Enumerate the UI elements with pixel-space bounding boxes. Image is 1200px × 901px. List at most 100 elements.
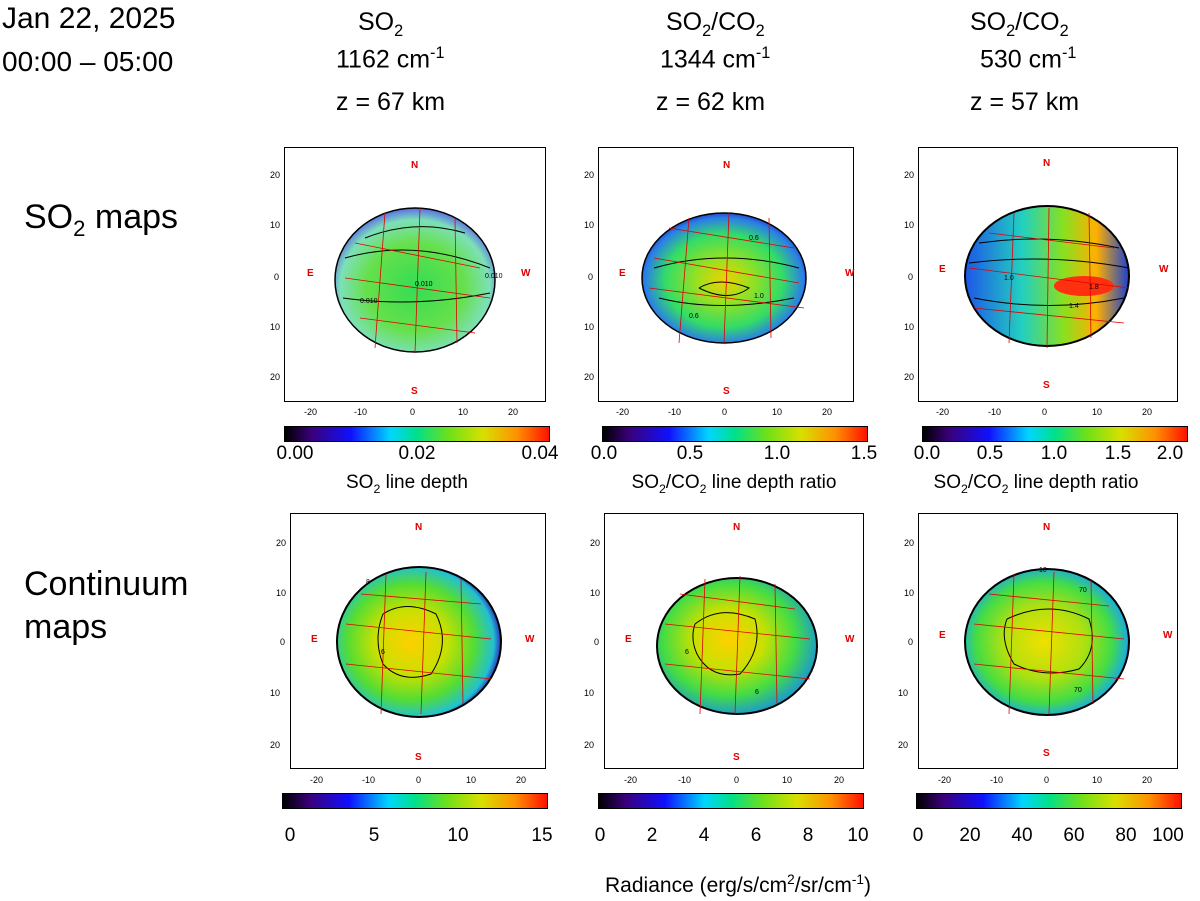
- y-tick: 20: [270, 740, 281, 750]
- x-tick: 10: [1092, 407, 1103, 417]
- x-tick: 0: [722, 407, 728, 417]
- colorbar-tick: 1.0: [763, 443, 791, 464]
- y-tick: 20: [276, 538, 287, 548]
- contour-label: 1.4: [1069, 303, 1079, 310]
- time-range-label: 00:00 – 05:00: [2, 46, 174, 77]
- x-tick: 0: [416, 775, 422, 785]
- contour-label: 0.010: [415, 281, 433, 288]
- colorbar-tick: 0.02: [398, 443, 436, 464]
- colorbar-tick: 100: [1152, 825, 1184, 846]
- y-tick: 20: [584, 372, 595, 382]
- colorbar-tick: 0.0: [590, 443, 618, 464]
- colorbar-tick: 0.5: [676, 443, 704, 464]
- y-tick: 20: [904, 538, 915, 548]
- y-tick: 0: [908, 272, 914, 282]
- contour-label: 10: [1039, 567, 1047, 574]
- y-tick: 20: [904, 170, 915, 180]
- so2-map-panel-1: 0.010 0.010 0.010 N S E W: [284, 147, 546, 402]
- so2-colorbar-1: [284, 426, 550, 442]
- continuum-colorbar-2: [598, 793, 864, 809]
- x-tick: 20: [822, 407, 833, 417]
- column-3-species: SO2/CO2: [970, 8, 1069, 40]
- y-tick: 20: [590, 538, 601, 548]
- x-tick: -10: [988, 407, 1002, 417]
- so2-map-panel-3: 1.0 1.8 1.4 N S E W: [918, 147, 1178, 402]
- x-tick: -20: [938, 775, 952, 785]
- continuum-map-2-plot: 6 6: [656, 575, 818, 715]
- continuum-map-panel-3: 10 70 70 N S E W: [918, 513, 1178, 769]
- y-tick: 0: [908, 637, 914, 647]
- y-tick: 10: [904, 220, 915, 230]
- compass-west: W: [521, 268, 531, 279]
- colorbar-tick: 5: [368, 825, 380, 846]
- compass-west: W: [525, 634, 535, 645]
- colorbar-tick: 1.5: [1104, 443, 1132, 464]
- contour-label: 0.6: [749, 235, 759, 242]
- y-tick: 10: [590, 588, 601, 598]
- continuum-map-panel-2: 6 6 N S E W: [604, 513, 864, 769]
- compass-north: N: [723, 160, 731, 171]
- x-tick: -20: [936, 407, 950, 417]
- x-tick: -10: [362, 775, 376, 785]
- colorbar-tick: 4: [698, 825, 710, 846]
- y-tick: 10: [584, 322, 595, 332]
- colorbar-tick: 10: [447, 825, 469, 846]
- continuum-map-3-plot: 10 70 70: [964, 567, 1130, 716]
- contour-label: 6: [685, 649, 689, 656]
- contour-label: 0.010: [485, 273, 503, 280]
- compass-west: W: [845, 268, 855, 279]
- compass-east: E: [939, 264, 946, 275]
- colorbar-tick: 20: [959, 825, 981, 846]
- x-tick: 0: [1042, 407, 1048, 417]
- radiance-axis-label: Radiance (erg/s/cm2/sr/cm-1): [605, 872, 871, 897]
- x-tick: 10: [466, 775, 477, 785]
- x-tick: 20: [516, 775, 527, 785]
- y-tick: 10: [270, 322, 281, 332]
- x-tick: -20: [304, 407, 318, 417]
- x-tick: 0: [410, 407, 416, 417]
- y-tick: 0: [280, 637, 286, 647]
- colorbar-tick: 15: [531, 825, 553, 846]
- contour-label: 70: [1079, 587, 1087, 594]
- so2-colorbar-3-label: SO2/CO2 line depth ratio: [933, 472, 1139, 496]
- x-tick: 10: [458, 407, 469, 417]
- compass-east: E: [625, 634, 632, 645]
- contour-label: 70: [1074, 687, 1082, 694]
- contour-label: 1.0: [754, 293, 764, 300]
- y-tick: 0: [594, 637, 600, 647]
- contour-label: 8: [366, 579, 370, 586]
- y-tick: 10: [904, 588, 915, 598]
- colorbar-tick: 1.5: [850, 443, 878, 464]
- x-tick: -10: [678, 775, 692, 785]
- colorbar-tick: 80: [1115, 825, 1137, 846]
- y-tick: 20: [898, 740, 909, 750]
- x-tick: -10: [354, 407, 368, 417]
- so2-map-2-plot: 0.6 1.0 0.6: [641, 212, 807, 344]
- y-tick: 0: [274, 272, 280, 282]
- colorbar-tick: 1.0: [1040, 443, 1068, 464]
- x-tick: 10: [782, 775, 793, 785]
- date-label: Jan 22, 2025: [2, 2, 176, 35]
- colorbar-tick: 2.0: [1156, 443, 1184, 464]
- colorbar-tick: 0.00: [276, 443, 314, 464]
- y-tick: 20: [584, 740, 595, 750]
- y-tick: 20: [584, 170, 595, 180]
- compass-east: E: [307, 268, 314, 279]
- so2-map-1-plot: 0.010 0.010 0.010: [334, 207, 503, 354]
- compass-south: S: [723, 386, 730, 397]
- colorbar-tick: 0.04: [521, 443, 559, 464]
- column-3-wavenumber: 530 cm-1: [980, 44, 1077, 74]
- colorbar-tick: 8: [802, 825, 814, 846]
- colorbar-tick: 0.0: [913, 443, 941, 464]
- compass-west: W: [845, 634, 855, 645]
- so2-colorbar-2: [602, 426, 868, 442]
- column-1-altitude: z = 67 km: [336, 88, 446, 116]
- so2-colorbar-1-label: SO2 line depth: [345, 472, 469, 496]
- y-tick: 20: [904, 372, 915, 382]
- colorbar-tick: 0: [284, 825, 296, 846]
- x-tick: -20: [310, 775, 324, 785]
- compass-west: W: [1159, 264, 1169, 275]
- compass-north: N: [1043, 158, 1051, 169]
- compass-north: N: [733, 522, 741, 533]
- colorbar-tick: 40: [1011, 825, 1033, 846]
